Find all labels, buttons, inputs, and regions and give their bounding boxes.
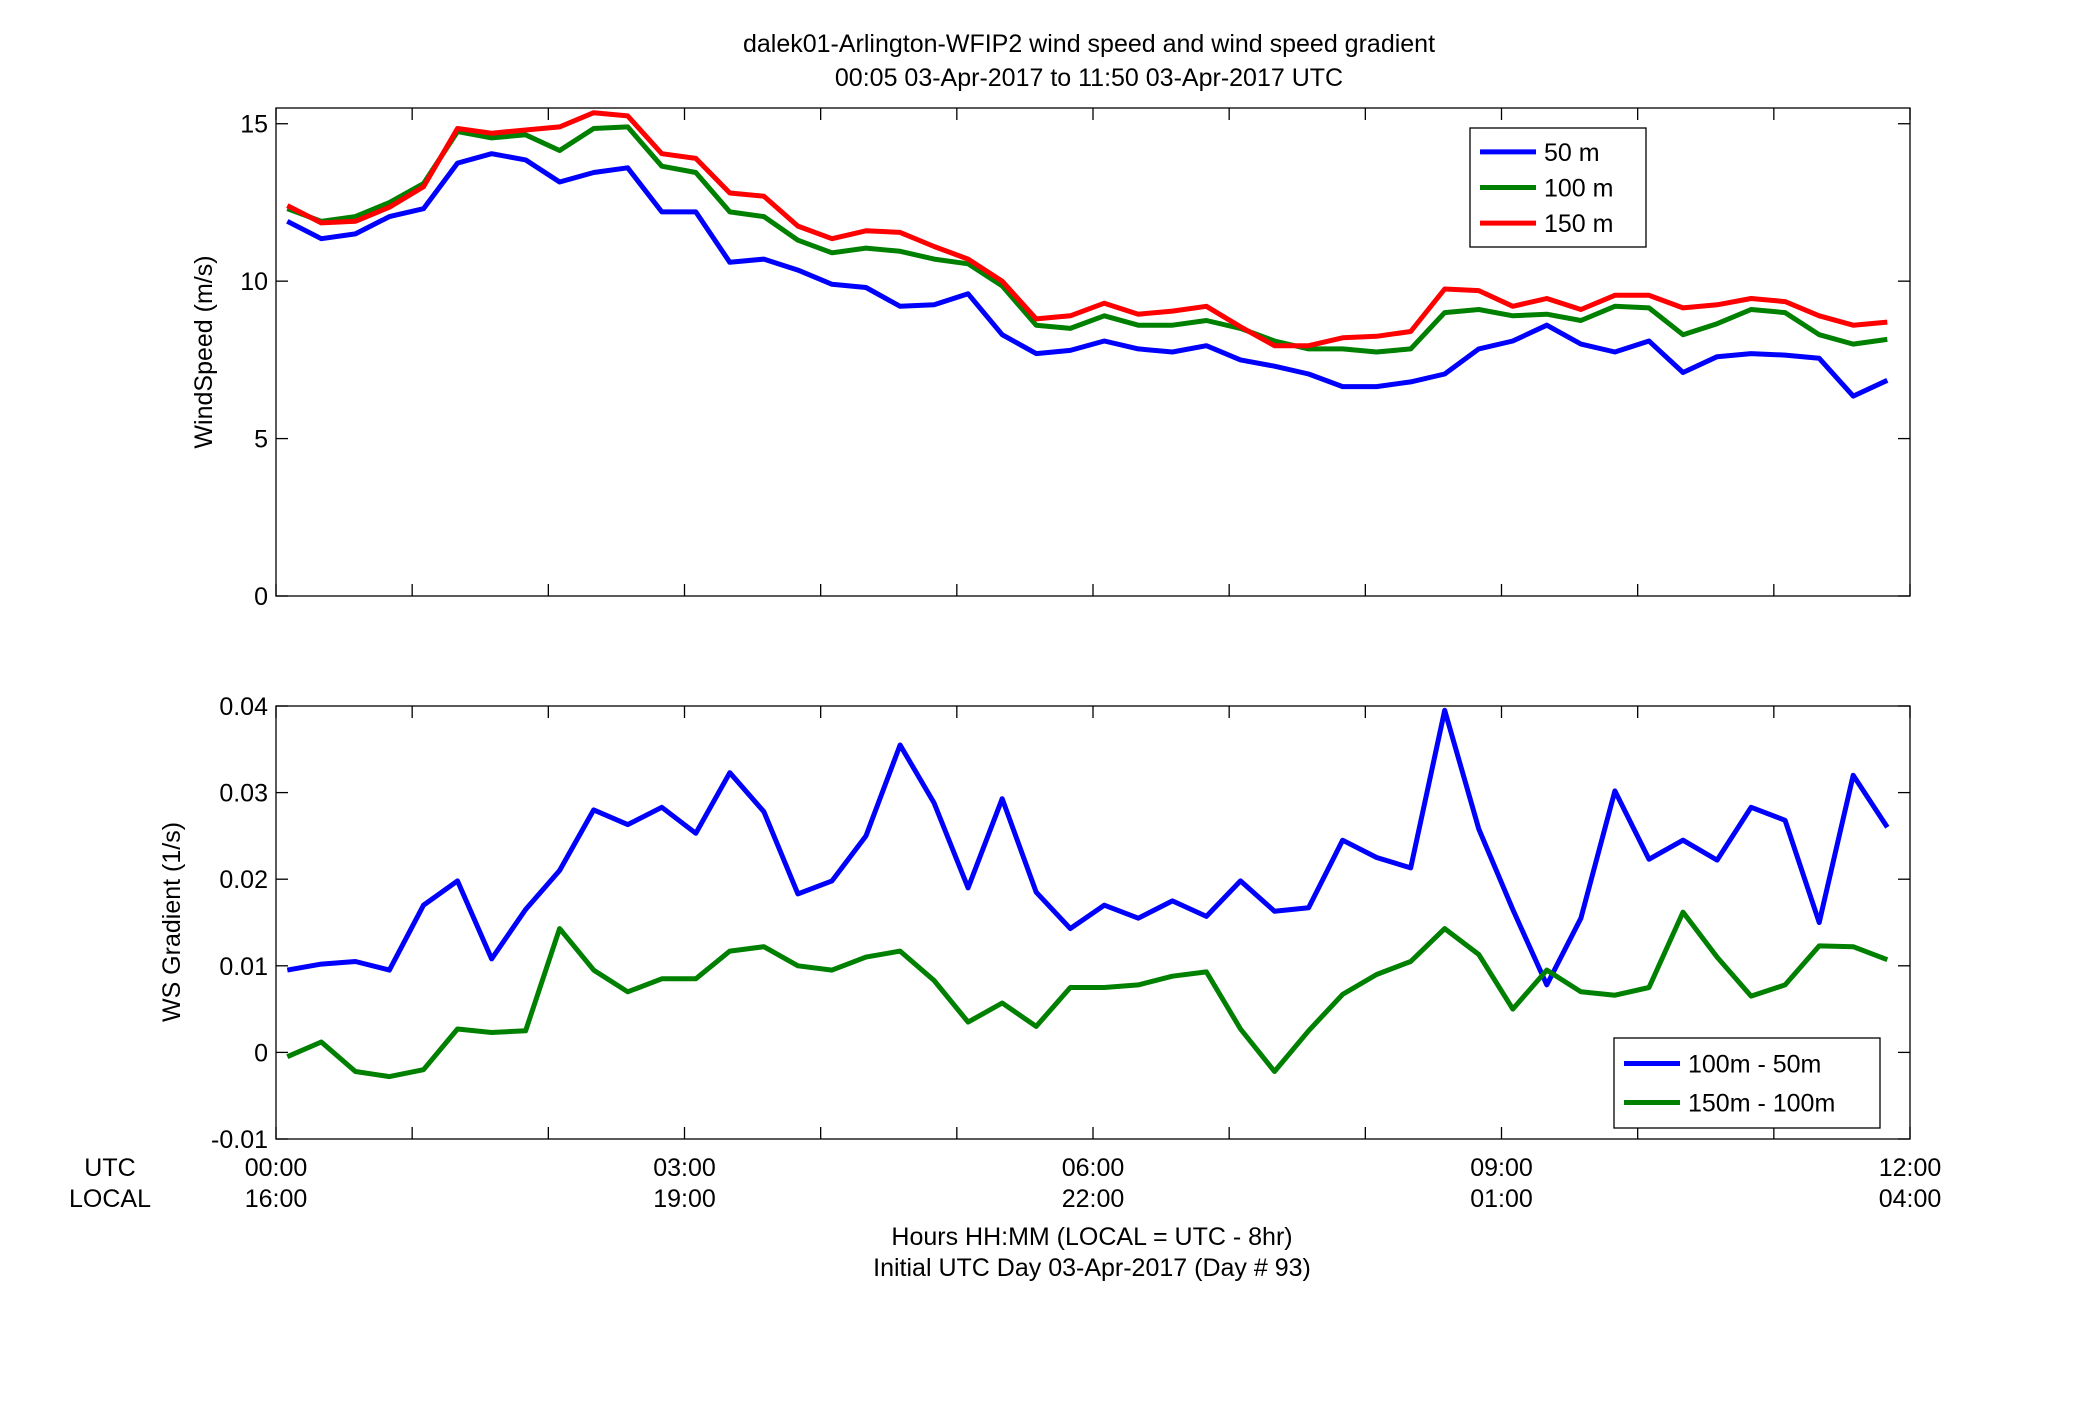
y-tick-label: 5 <box>254 426 268 454</box>
chart-subtitle: 00:05 03-Apr-2017 to 11:50 03-Apr-2017 U… <box>835 64 1343 92</box>
series-line <box>286 110 1888 349</box>
y-tick-label: 15 <box>240 111 268 139</box>
x-tick-label-local: 04:00 <box>1879 1185 1942 1213</box>
utc-row-label: UTC <box>84 1154 135 1182</box>
x-tick-label-local: 22:00 <box>1062 1185 1125 1213</box>
series-line <box>286 124 1888 355</box>
x-axis-label: Hours HH:MM (LOCAL = UTC - 8hr) <box>891 1223 1292 1251</box>
y-tick-label: 0.03 <box>219 780 268 808</box>
x-tick-label-utc: 12:00 <box>1879 1154 1942 1182</box>
legend-label: 50 m <box>1544 139 1600 167</box>
y-tick-label: 0 <box>254 1039 268 1067</box>
legend-label: 150m - 100m <box>1688 1090 1835 1118</box>
x-tick-label-utc: 03:00 <box>653 1154 716 1182</box>
series-line <box>286 909 1889 1080</box>
y-tick-label: -0.01 <box>211 1126 268 1154</box>
y-tick-label: 0.02 <box>219 866 268 894</box>
chart-title: dalek01-Arlington-WFIP2 wind speed and w… <box>743 30 1435 58</box>
y-tick-label: 0.04 <box>219 693 268 721</box>
y-axis-label: WindSpeed (m/s) <box>190 255 218 448</box>
series-line <box>286 151 1889 399</box>
x-tick-label-utc: 00:00 <box>245 1154 308 1182</box>
legend-label: 150 m <box>1544 210 1613 238</box>
legend: 50 m 100 m 150 m <box>1469 127 1647 248</box>
series-line <box>286 707 1890 988</box>
y-tick-label: 0 <box>254 583 268 611</box>
legend-label: 100m - 50m <box>1688 1051 1821 1079</box>
legend-label: 100 m <box>1544 175 1613 203</box>
x-tick-label-local: 16:00 <box>245 1185 308 1213</box>
x-tick-label-utc: 06:00 <box>1062 1154 1125 1182</box>
x-tick-label-local: 01:00 <box>1470 1185 1533 1213</box>
wind-speed-plot: 0 5 10 15 WindSpeed (m/s) 50 m 100 m 150 m <box>190 107 1911 611</box>
x-tick-labels: 00:00 16:00 03:00 19:00 06:00 22:00 09:00 01:00… <box>245 1154 1942 1213</box>
legend: 100m - 50m 150m - 100m <box>1613 1037 1881 1129</box>
local-row-label: LOCAL <box>69 1185 151 1213</box>
x-axis-sublabel: Initial UTC Day 03-Apr-2017 (Day # 93) <box>873 1254 1311 1282</box>
x-tick-label-local: 19:00 <box>653 1185 716 1213</box>
y-tick-label: 0.01 <box>219 953 268 981</box>
wind-gradient-plot: -0.01 0 0.01 0.02 0.03 0.04 WS Gradient (1/s) 1… <box>158 693 1911 1154</box>
legend-box <box>1613 1037 1881 1129</box>
y-tick-label: 10 <box>240 268 268 296</box>
x-tick-label-utc: 09:00 <box>1470 1154 1533 1182</box>
axes-box <box>275 107 1911 597</box>
y-axis-label: WS Gradient (1/s) <box>158 822 186 1022</box>
